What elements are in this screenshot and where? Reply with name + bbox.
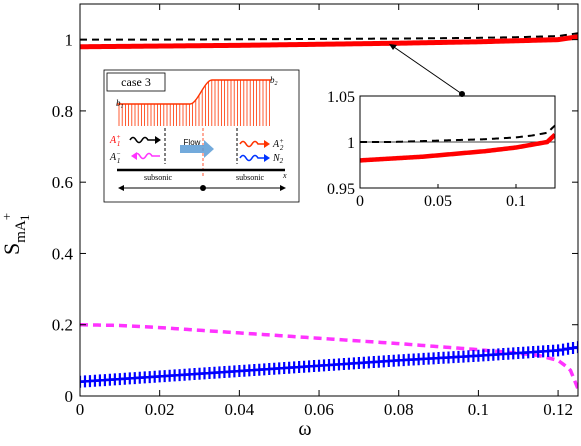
x-tick-label: 0.02 [145, 400, 175, 419]
inset-x-tick-label: 0 [356, 193, 364, 210]
y-label-sub2: 1 [17, 214, 32, 221]
a1minus-wave [133, 152, 160, 160]
y-tick-label: 1 [65, 31, 74, 50]
zoom-pointer-arrowhead [389, 44, 397, 50]
y-label-base: S [0, 243, 24, 255]
a1minus-arrowhead [131, 152, 137, 160]
series-blue-plus-markers [80, 341, 578, 388]
schematic-inset: case 3 b1 b2 A+ 1 A− 1 Flow A+ 2 N2 x subso… [103, 69, 300, 203]
a1plus-label: A+ 1 [109, 133, 121, 148]
case-label: case 3 [121, 75, 151, 89]
a1minus-label: A− 1 [109, 150, 121, 165]
x-tick-label: 0.08 [384, 400, 414, 419]
a1plus-wave [129, 136, 156, 144]
x-tick-label: 0.1 [468, 400, 489, 419]
y-tick-label: 0.2 [52, 316, 73, 335]
b1-label: b1 [116, 98, 124, 110]
a2plus-arrowhead [264, 140, 270, 148]
x-label: x [282, 171, 287, 180]
flow-arrow [180, 140, 214, 158]
zoom-pointer-dot [459, 91, 465, 97]
n2-label: N2 [272, 153, 284, 165]
a2plus-wave [239, 140, 266, 148]
span-center-dot [200, 185, 206, 191]
blue-plus-marker [573, 341, 578, 354]
series-red-solid-line [80, 34, 578, 50]
a2plus-label: A+ 2 [272, 137, 284, 152]
main-axes: 0 0.02 0.04 0.06 0.08 0.1 0.12 0 0.2 0.4 0.6 0.8 1 [52, 3, 579, 419]
y-label-sub1: mA [13, 220, 29, 243]
series-magenta-dashed-line [80, 322, 578, 390]
svg-text:SmA+1: SmA+ 1 [0, 213, 32, 255]
inset-plot [360, 124, 555, 163]
inset-curves [360, 124, 555, 163]
a1plus-arrowhead [155, 136, 161, 144]
x-tick-label: 0.12 [543, 400, 573, 419]
case-label-box [106, 72, 166, 92]
span-arrowhead-left [118, 185, 124, 191]
flow-label: Flow [184, 138, 201, 147]
inset-axes: 0 0.05 0.1 0.95 1 1.05 [327, 89, 556, 210]
y-axis-label: SmA+ 1 [0, 213, 32, 255]
x-tick-label: 0.06 [304, 400, 334, 419]
zoom-pointer-line [390, 44, 463, 95]
plot-frame [79, 3, 579, 397]
inset-series-black-dashed-line [360, 124, 555, 143]
inset-y-tick-label: 1.05 [327, 89, 355, 106]
left-region-label: subsonic [144, 173, 172, 182]
n2-wave [239, 154, 266, 162]
main-curves [80, 32, 578, 390]
y-tick-label: 0.6 [52, 173, 73, 192]
b2-label: b2 [270, 75, 278, 87]
x-axis-label: ω [298, 418, 311, 440]
right-region-label: subsonic [236, 173, 264, 182]
inset-x-tick-label: 0.1 [506, 193, 526, 210]
y-label-sup: + [0, 213, 14, 220]
duct-wall [117, 79, 271, 105]
y-tick-label: 0 [65, 387, 74, 406]
duct-profile [117, 79, 271, 126]
y-tick-label: 0.4 [52, 244, 74, 263]
y-tick-label: 0.8 [52, 102, 73, 121]
n2-arrowhead [264, 154, 270, 162]
span-arrowhead-right [280, 185, 286, 191]
inset-x-tick-label: 0.05 [424, 193, 452, 210]
zoom-inset: 0 0.05 0.1 0.95 1 1.05 [312, 70, 562, 210]
inset-y-tick-label: 0.95 [327, 181, 355, 198]
x-tick-label: 0.04 [224, 400, 254, 419]
zoom-pointer [389, 44, 465, 97]
x-tick-label: 0 [76, 400, 85, 419]
inset-series-red-solid-line [360, 133, 555, 163]
main-plot [80, 32, 578, 390]
inset-y-tick-label: 1 [347, 135, 355, 152]
